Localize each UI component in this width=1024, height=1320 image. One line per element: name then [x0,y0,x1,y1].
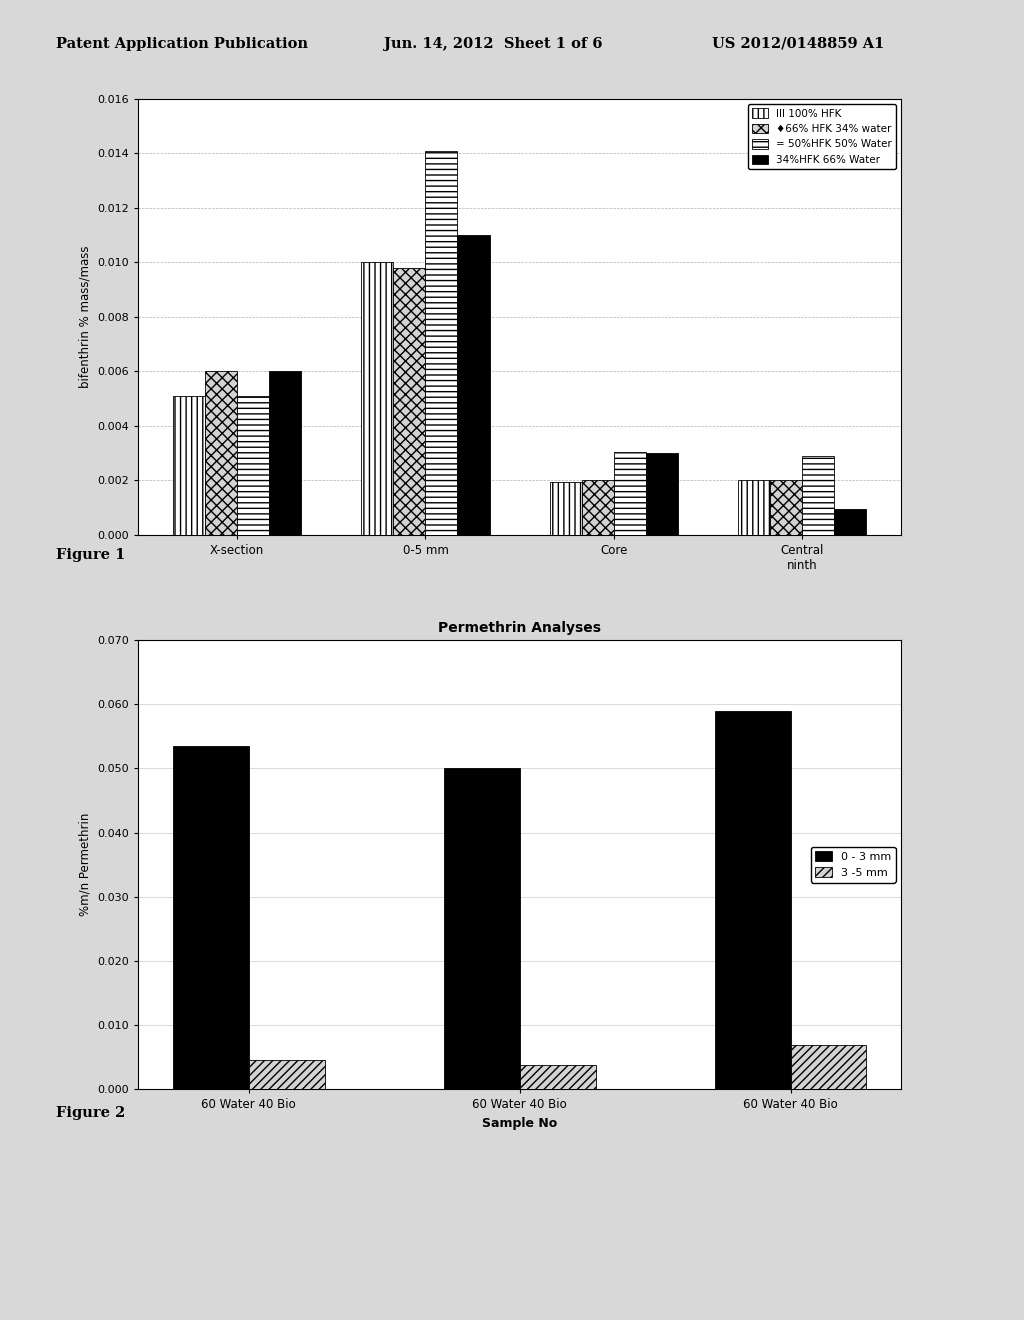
Bar [458,235,489,535]
Bar [614,451,646,535]
Text: Figure 2: Figure 2 [56,1106,126,1121]
Bar [582,480,614,535]
Bar [646,453,678,535]
Bar [205,371,237,535]
Y-axis label: %m/n Permethrin: %m/n Permethrin [79,813,92,916]
Bar [770,480,803,535]
Bar [173,746,249,1089]
Bar [715,710,791,1089]
Title: Permethrin Analyses: Permethrin Analyses [438,620,601,635]
Bar [269,371,301,535]
Legend: 0 - 3 mm, 3 -5 mm: 0 - 3 mm, 3 -5 mm [811,846,896,883]
Bar [738,480,770,535]
Bar [835,508,866,535]
Legend: III 100% HFK, ♦66% HFK 34% water, = 50%HFK 50% Water, 34%HFK 66% Water: III 100% HFK, ♦66% HFK 34% water, = 50%H… [748,104,896,169]
Bar [519,1065,596,1089]
Bar [393,268,425,535]
Bar [237,396,269,535]
Text: Jun. 14, 2012  Sheet 1 of 6: Jun. 14, 2012 Sheet 1 of 6 [384,37,602,51]
Bar [550,482,582,535]
Bar [249,1060,325,1089]
Bar [425,150,458,535]
Text: Patent Application Publication: Patent Application Publication [56,37,308,51]
Bar [361,263,393,535]
X-axis label: Sample No: Sample No [482,1117,557,1130]
Text: US 2012/0148859 A1: US 2012/0148859 A1 [712,37,884,51]
Y-axis label: bifenthrin % mass/mass: bifenthrin % mass/mass [79,246,92,388]
Bar [791,1045,866,1089]
Bar [173,396,205,535]
Bar [443,768,519,1089]
Bar [803,455,835,535]
Text: Figure 1: Figure 1 [56,548,126,562]
